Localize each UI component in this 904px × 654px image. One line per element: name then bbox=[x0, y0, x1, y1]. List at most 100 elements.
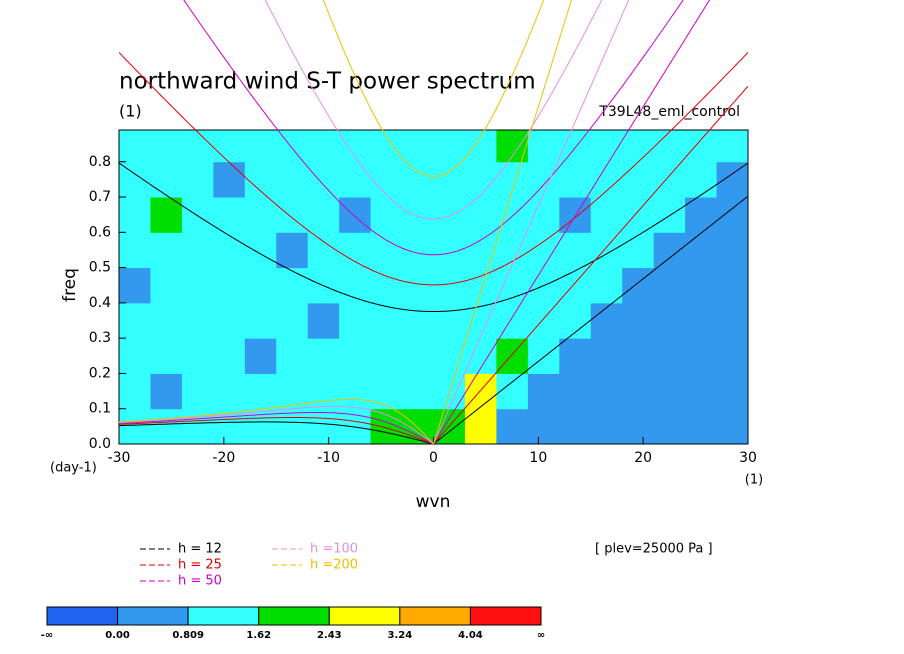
field-cell bbox=[181, 302, 214, 339]
field-cell bbox=[622, 267, 655, 304]
colorbar-label: 0.809 bbox=[172, 630, 204, 641]
field-cell bbox=[653, 161, 686, 198]
field-cell bbox=[685, 338, 718, 374]
field-cell bbox=[244, 161, 277, 198]
dispersion-curve bbox=[119, 421, 434, 444]
unit-label: (1) bbox=[119, 102, 142, 121]
field-cell bbox=[622, 130, 655, 163]
field-cell bbox=[119, 197, 151, 233]
field-cell bbox=[370, 373, 403, 410]
field-cell bbox=[339, 302, 372, 339]
legend-label: h = 50 bbox=[178, 574, 222, 589]
field-cell bbox=[402, 373, 434, 410]
field-cell bbox=[150, 232, 183, 269]
field-cell bbox=[559, 130, 592, 163]
field-cell bbox=[685, 232, 718, 269]
colorbar-box bbox=[399, 606, 471, 626]
field-cell bbox=[590, 338, 623, 374]
field-cell bbox=[370, 267, 403, 304]
field-cell bbox=[402, 197, 434, 233]
dispersion-curve bbox=[433, 195, 748, 444]
field-cell bbox=[653, 338, 686, 374]
field-cell bbox=[244, 338, 277, 374]
field-cell bbox=[716, 302, 748, 339]
field-cell bbox=[464, 408, 497, 444]
field-cell bbox=[496, 197, 529, 233]
field-cell bbox=[119, 267, 151, 304]
field-cell bbox=[150, 130, 183, 163]
field-cell bbox=[181, 232, 214, 269]
field-cell bbox=[464, 373, 497, 410]
field-cell bbox=[433, 267, 466, 304]
field-cell bbox=[590, 267, 623, 304]
field-cell bbox=[307, 338, 340, 374]
field-cell bbox=[339, 373, 372, 410]
colorbar: -∞ 0.00 0.809 1.62 2.43 3.24 4.04 ∞ bbox=[41, 606, 545, 641]
x-tick-label: -20 bbox=[212, 450, 235, 466]
dispersion-curve bbox=[119, 398, 434, 444]
colorbar-label: 2.43 bbox=[317, 630, 342, 641]
field-cell bbox=[213, 302, 246, 339]
field-cell bbox=[276, 267, 309, 304]
colorbar-box bbox=[328, 606, 401, 626]
field-cell bbox=[119, 232, 151, 269]
colorbar-box bbox=[469, 606, 542, 626]
y-tick-label: 0.8 bbox=[89, 154, 111, 170]
field-cell bbox=[496, 408, 529, 444]
field-cell bbox=[276, 161, 309, 198]
field-cell bbox=[433, 161, 466, 198]
field-cell bbox=[276, 197, 309, 233]
curves bbox=[119, 0, 748, 444]
field-cell bbox=[339, 161, 372, 198]
field-cell bbox=[527, 373, 560, 410]
dispersion-curve bbox=[264, 0, 603, 220]
field-cell bbox=[433, 338, 466, 374]
y-tick-label: 0.4 bbox=[89, 295, 111, 311]
field-cell bbox=[653, 130, 686, 163]
field-cell bbox=[716, 408, 748, 444]
field-cell bbox=[559, 338, 592, 374]
field-cell bbox=[433, 130, 466, 163]
field-cell bbox=[339, 338, 372, 374]
field-cell bbox=[433, 197, 466, 233]
field-cell bbox=[150, 338, 183, 374]
field-cell bbox=[307, 197, 340, 233]
field-cell bbox=[559, 161, 592, 198]
field-cell bbox=[181, 197, 214, 233]
field-cell bbox=[464, 267, 497, 304]
field-cell bbox=[339, 197, 372, 233]
field-cell bbox=[559, 408, 592, 444]
field-cell bbox=[370, 197, 403, 233]
x-tick-label: 20 bbox=[634, 450, 652, 466]
x-tick-label: 30 bbox=[739, 450, 757, 466]
field-cell bbox=[119, 130, 151, 163]
field-cell bbox=[150, 302, 183, 339]
field-cell bbox=[496, 338, 529, 374]
x-axis-label: wvn bbox=[416, 492, 451, 512]
field-cell bbox=[119, 408, 151, 444]
field-cell bbox=[559, 232, 592, 269]
field-cell bbox=[244, 302, 277, 339]
field-cell bbox=[213, 338, 246, 374]
field-cell bbox=[590, 161, 623, 198]
field-cell bbox=[716, 267, 748, 304]
field-cell bbox=[653, 302, 686, 339]
dispersion-curve bbox=[183, 0, 684, 256]
y-tick-label: 0.7 bbox=[89, 189, 111, 205]
colorbar-label: 4.04 bbox=[458, 630, 483, 641]
field-cell bbox=[213, 130, 246, 163]
field-cell bbox=[622, 232, 655, 269]
field-cell bbox=[244, 373, 277, 410]
field-cell bbox=[622, 161, 655, 198]
field-cell bbox=[590, 130, 623, 163]
legend-label: h =200 bbox=[310, 558, 358, 573]
field-cell bbox=[559, 373, 592, 410]
x-tick-label: -10 bbox=[317, 450, 340, 466]
field-cell bbox=[653, 373, 686, 410]
field-cell bbox=[496, 373, 529, 410]
field-cell bbox=[716, 373, 748, 410]
x-unit: (1) bbox=[745, 473, 763, 488]
field-cell bbox=[276, 302, 309, 339]
